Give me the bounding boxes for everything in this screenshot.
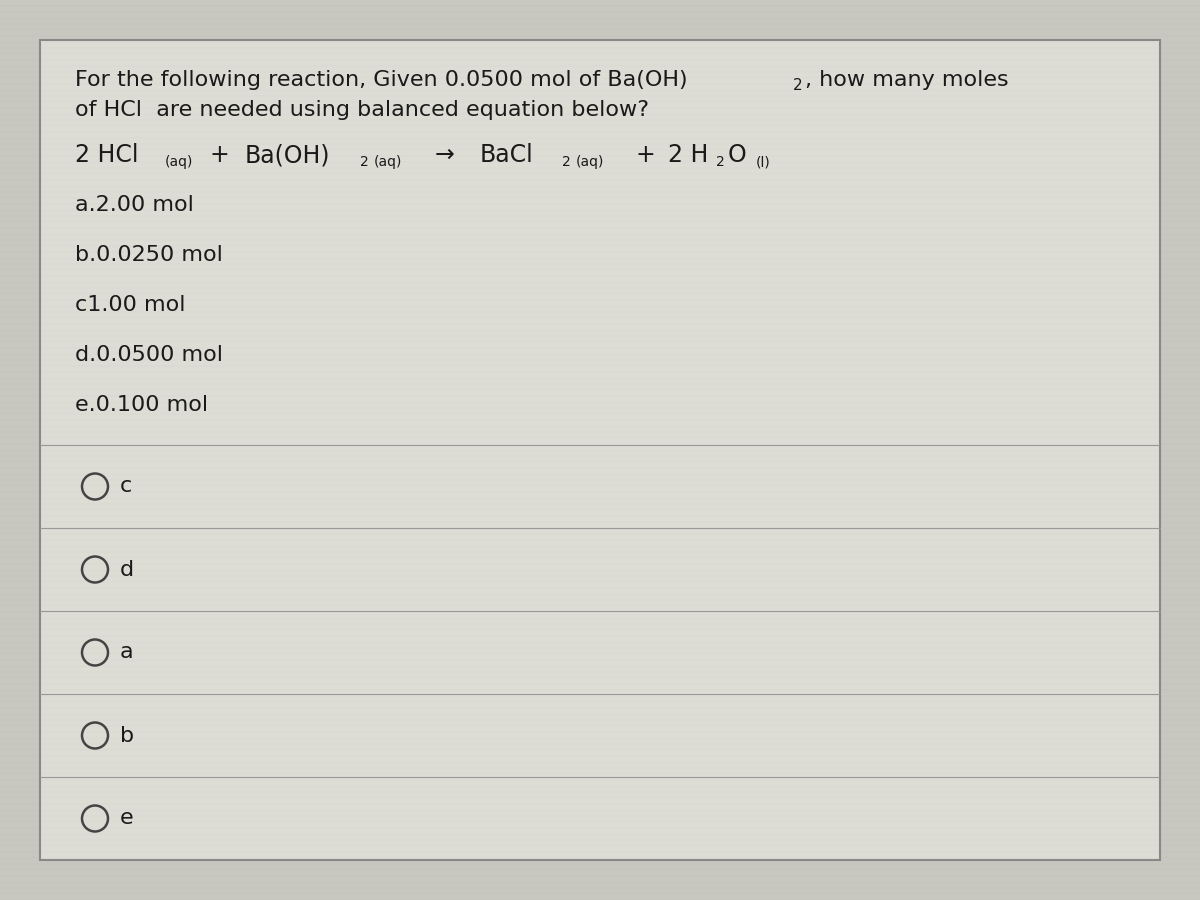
Text: a.2.00 mol: a.2.00 mol [74, 195, 194, 215]
Text: 2: 2 [360, 155, 368, 169]
Text: of HCl  are needed using balanced equation below?: of HCl are needed using balanced equatio… [74, 100, 649, 120]
Text: (aq): (aq) [576, 155, 605, 169]
Text: +: + [635, 143, 655, 167]
Text: e: e [120, 808, 133, 829]
Text: 2: 2 [716, 155, 725, 169]
Text: BaCl: BaCl [480, 143, 534, 167]
Text: +: + [210, 143, 229, 167]
Text: d: d [120, 560, 134, 580]
Text: a: a [120, 643, 133, 662]
Text: c: c [120, 476, 132, 497]
Text: 2 HCl: 2 HCl [74, 143, 138, 167]
Text: b: b [120, 725, 134, 745]
Text: b.0.0250 mol: b.0.0250 mol [74, 245, 223, 265]
Text: (l): (l) [756, 155, 770, 169]
Text: Ba(OH): Ba(OH) [245, 143, 330, 167]
Text: O: O [728, 143, 746, 167]
Text: →: → [436, 143, 455, 167]
Text: d.0.0500 mol: d.0.0500 mol [74, 345, 223, 365]
Text: (aq): (aq) [374, 155, 402, 169]
Text: c1.00 mol: c1.00 mol [74, 295, 186, 315]
Text: e.0.100 mol: e.0.100 mol [74, 395, 208, 415]
Text: , how many moles: , how many moles [805, 70, 1009, 90]
Text: 2: 2 [562, 155, 571, 169]
Text: 2: 2 [793, 77, 803, 93]
Text: 2 H: 2 H [668, 143, 708, 167]
Text: (aq): (aq) [166, 155, 193, 169]
Text: For the following reaction, Given 0.0500 mol of Ba(OH): For the following reaction, Given 0.0500… [74, 70, 688, 90]
